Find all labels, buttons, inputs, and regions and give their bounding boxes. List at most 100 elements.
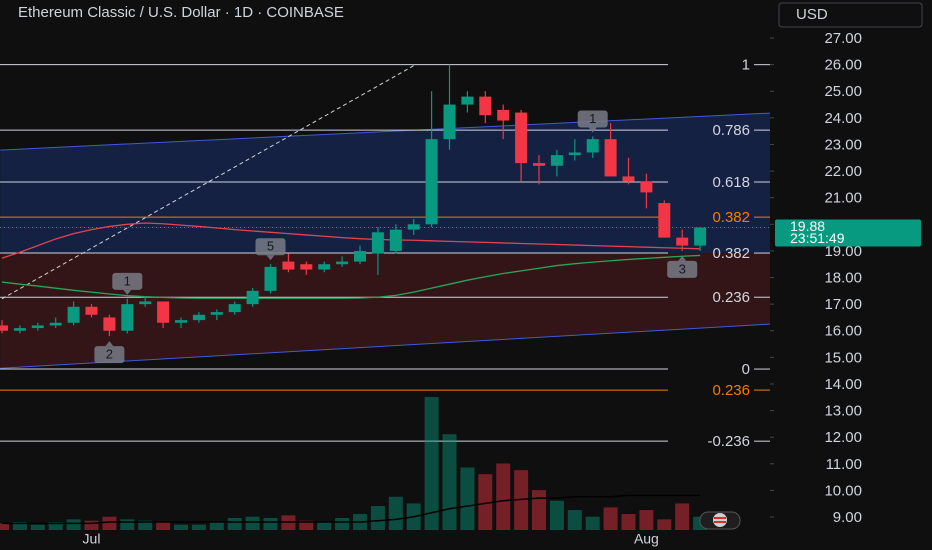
volume-bar xyxy=(102,516,117,530)
volume-bar xyxy=(299,520,314,530)
candle-body xyxy=(568,152,581,156)
annotation-box xyxy=(112,272,143,290)
fib-label: 0.786 xyxy=(712,122,750,139)
volume-bar xyxy=(66,519,81,530)
candle-body xyxy=(461,96,474,105)
volume-bar xyxy=(30,524,45,530)
annotation-pointer xyxy=(123,289,132,295)
candle-body xyxy=(157,301,170,323)
fib-label: -0.236 xyxy=(707,433,750,450)
candle-body xyxy=(246,290,259,305)
fib-label: 0 xyxy=(742,361,750,378)
volume-bar xyxy=(388,496,403,530)
chart-title: Ethereum Classic / U.S. Dollar · 1D · CO… xyxy=(18,4,344,21)
currency-label[interactable]: USD xyxy=(796,6,828,23)
price-tag-countdown: 23:51:49 xyxy=(790,230,845,246)
volume-bar xyxy=(12,522,27,530)
volume-bar xyxy=(657,519,672,530)
volume-bar xyxy=(120,519,135,530)
currency-button[interactable] xyxy=(778,2,923,28)
fib-label: 0.236 xyxy=(712,289,750,306)
annotation-box xyxy=(255,238,286,256)
y-tick-label: 16.00 xyxy=(824,323,862,340)
fib-label: 0.382 xyxy=(712,209,750,226)
volume-bar xyxy=(191,524,206,530)
candle-body xyxy=(31,325,44,329)
y-tick-label: 25.00 xyxy=(824,83,862,100)
channel-lower xyxy=(0,323,770,369)
candle-body xyxy=(192,314,205,321)
annotation-pointer xyxy=(266,255,275,261)
y-tick-label: 18.00 xyxy=(824,269,862,286)
annotation-box xyxy=(667,260,698,278)
annotation-label: 1 xyxy=(589,111,596,126)
price-tag xyxy=(775,219,921,247)
annotation-pointer xyxy=(105,341,114,347)
candle-body xyxy=(175,320,187,323)
volume-bar xyxy=(460,467,475,530)
volume-bar xyxy=(424,397,439,530)
fib-trend-line xyxy=(1,64,416,300)
candle-body xyxy=(640,181,653,193)
volume-bar xyxy=(621,514,636,530)
volume-bar xyxy=(549,500,564,530)
candle-body xyxy=(336,261,349,265)
volume-bar xyxy=(174,524,188,530)
fib-label: 0.618 xyxy=(712,174,750,191)
candle-body xyxy=(425,139,438,225)
volume-bar xyxy=(0,523,9,530)
y-tick-label: 12.00 xyxy=(824,429,862,446)
volume-bar xyxy=(48,522,63,530)
volume-bar xyxy=(84,520,99,530)
candle-body xyxy=(67,306,80,323)
candle-body xyxy=(443,104,456,140)
candle-body xyxy=(139,301,152,305)
candle-body xyxy=(515,112,528,164)
annotation-box xyxy=(94,346,125,364)
y-tick-label: 11.00 xyxy=(826,456,862,473)
candle-body xyxy=(210,312,223,315)
volume-bar xyxy=(478,474,493,530)
y-tick-label: 22.00 xyxy=(824,163,862,180)
fib-label: 0.236 xyxy=(712,382,750,399)
flag-icon xyxy=(699,511,741,530)
y-tick-label: 27.00 xyxy=(824,30,862,47)
volume-bar xyxy=(335,518,350,530)
volume-bar xyxy=(585,516,600,530)
annotation-label: 3 xyxy=(679,261,686,276)
volume-bar xyxy=(138,520,153,530)
y-tick-label: 24.00 xyxy=(824,110,862,127)
y-tick-label: 13.00 xyxy=(824,403,862,420)
annotation-pointer xyxy=(588,127,597,133)
volume-bar xyxy=(675,503,690,530)
candle-body xyxy=(586,139,599,153)
channel-upper xyxy=(0,112,770,151)
y-tick-label: 17.00 xyxy=(824,296,862,313)
y-tick-label: 15.00 xyxy=(824,349,862,366)
candle-body xyxy=(121,304,134,331)
candle-body xyxy=(604,139,617,177)
candle-body xyxy=(389,229,402,251)
fib-label: 0.382 xyxy=(712,245,750,262)
candle-body xyxy=(13,328,26,331)
annotation-label: 2 xyxy=(106,347,113,362)
y-tick-label: 14.00 xyxy=(824,376,862,393)
x-tick-label: Aug xyxy=(634,531,659,547)
candle-body xyxy=(479,96,492,116)
y-tick-label: 21.00 xyxy=(824,190,862,207)
candle-body xyxy=(49,322,62,326)
volume-bar xyxy=(209,522,224,530)
fib-label: 1 xyxy=(742,57,750,74)
volume-bar xyxy=(496,463,511,530)
candle-body xyxy=(371,232,384,254)
candle-body xyxy=(550,155,563,166)
candle-body xyxy=(497,109,510,121)
price-tag-value: 19.88 xyxy=(790,218,825,234)
candle-body xyxy=(282,261,295,270)
annotation-label: 1 xyxy=(124,273,131,288)
volume-bar xyxy=(567,510,582,530)
x-tick-label: Jul xyxy=(83,531,101,547)
volume-bar xyxy=(603,507,618,530)
